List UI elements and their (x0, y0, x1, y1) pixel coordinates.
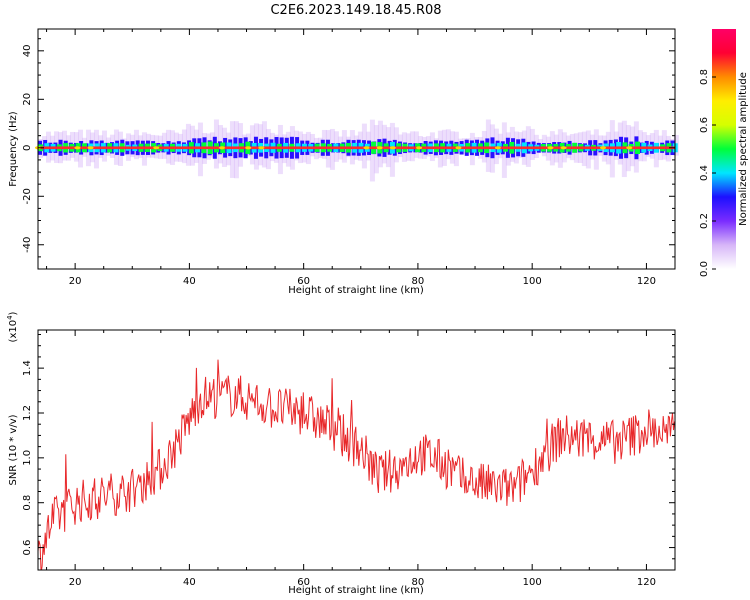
snr-scale-label: (x104) (6, 311, 19, 342)
band-peak (455, 146, 462, 150)
band-peak (494, 146, 501, 150)
spectrogram-y-axis-label: Frequency (Hz) (8, 111, 19, 187)
spectrogram-panel: 20 40 60 80 100 120 -40 -20 0 20 40 Height of str… (8, 28, 679, 296)
band-peak (153, 146, 160, 150)
bot-x-tick-label: 120 (637, 577, 656, 588)
band-peak (258, 146, 265, 150)
spectrogram-frame (37, 28, 676, 270)
band-halo (373, 125, 379, 174)
top-x-tick-label: 100 (523, 276, 542, 287)
band-halo (229, 121, 235, 178)
bot-y-tick-label: 1.0 (22, 450, 33, 466)
snr-y-ticks: 0.6 0.8 1.0 1.2 1.4 (22, 333, 675, 571)
band-peak (600, 146, 607, 150)
band-halo (461, 138, 467, 155)
bot-x-tick-label: 60 (297, 577, 310, 588)
snr-frame (37, 329, 676, 571)
snr-series-line (38, 359, 675, 570)
band-core (38, 146, 675, 150)
top-x-tick-label: 120 (637, 276, 656, 287)
spectrogram-x-ticks: 20 40 60 80 100 120 (46, 29, 676, 287)
colorbar-ticks: 0.0 0.2 0.4 0.6 0.8 (699, 69, 716, 277)
colorbar-tick-label: 0.2 (699, 213, 710, 229)
top-y-tick-label: -20 (22, 188, 33, 204)
colorbar-tick-label: 0.8 (699, 69, 710, 85)
figure-title: C2E6.2023.149.18.45.R08 (270, 3, 441, 18)
spectral-band (35, 119, 679, 182)
top-x-tick-label: 60 (297, 276, 310, 287)
band-peak (74, 146, 81, 150)
snr-x-axis-label: Height of straight line (km) (288, 585, 424, 596)
spectrogram-x-axis-label: Height of straight line (km) (288, 285, 424, 296)
band-peak (376, 146, 383, 150)
top-y-tick-label: 20 (22, 93, 33, 106)
snr-x-ticks: 20 40 60 80 100 120 (46, 330, 676, 588)
band-peak (363, 146, 370, 150)
bot-y-tick-label: 0.8 (22, 495, 33, 511)
band-peak (87, 146, 94, 150)
band-peak (389, 146, 396, 150)
top-y-tick-label: 40 (22, 44, 33, 57)
colorbar-tick-label: 0.0 (699, 261, 710, 277)
snr-panel: 20 40 60 80 100 120 0.6 0.8 1.0 1.2 1.4 Height of… (6, 311, 676, 596)
top-x-tick-label: 80 (412, 276, 425, 287)
band-peak (547, 146, 554, 150)
colorbar: 0.0 0.2 0.4 0.6 0.8 Normalized spectral ampl… (699, 29, 749, 277)
bot-x-tick-label: 40 (183, 577, 196, 588)
bot-x-tick-label: 100 (523, 577, 542, 588)
spectrogram-y-ticks: -40 -20 0 20 40 (22, 38, 675, 270)
top-y-tick-label: -40 (22, 237, 33, 253)
bot-x-tick-label: 80 (412, 577, 425, 588)
bot-y-tick-label: 0.6 (22, 540, 33, 556)
top-x-tick-label: 20 (69, 276, 82, 287)
colorbar-label: Normalized spectral amplitude (738, 72, 749, 226)
band-peak (626, 146, 633, 150)
bot-y-tick-label: 1.2 (22, 405, 33, 421)
band-peak (218, 146, 225, 150)
bot-x-tick-label: 20 (69, 577, 82, 588)
band-peak (245, 146, 252, 150)
colorbar-tick-label: 0.4 (699, 165, 710, 181)
top-y-tick-label: 0 (22, 145, 33, 151)
snr-y-axis-label: SNR (10 * v/v) (8, 414, 19, 485)
top-x-tick-label: 40 (183, 276, 196, 287)
colorbar-tick-label: 0.6 (699, 117, 710, 133)
band-peak (416, 146, 423, 150)
band-peak (560, 146, 567, 150)
colorbar-gradient (712, 29, 736, 269)
bot-y-tick-label: 1.4 (22, 360, 33, 376)
